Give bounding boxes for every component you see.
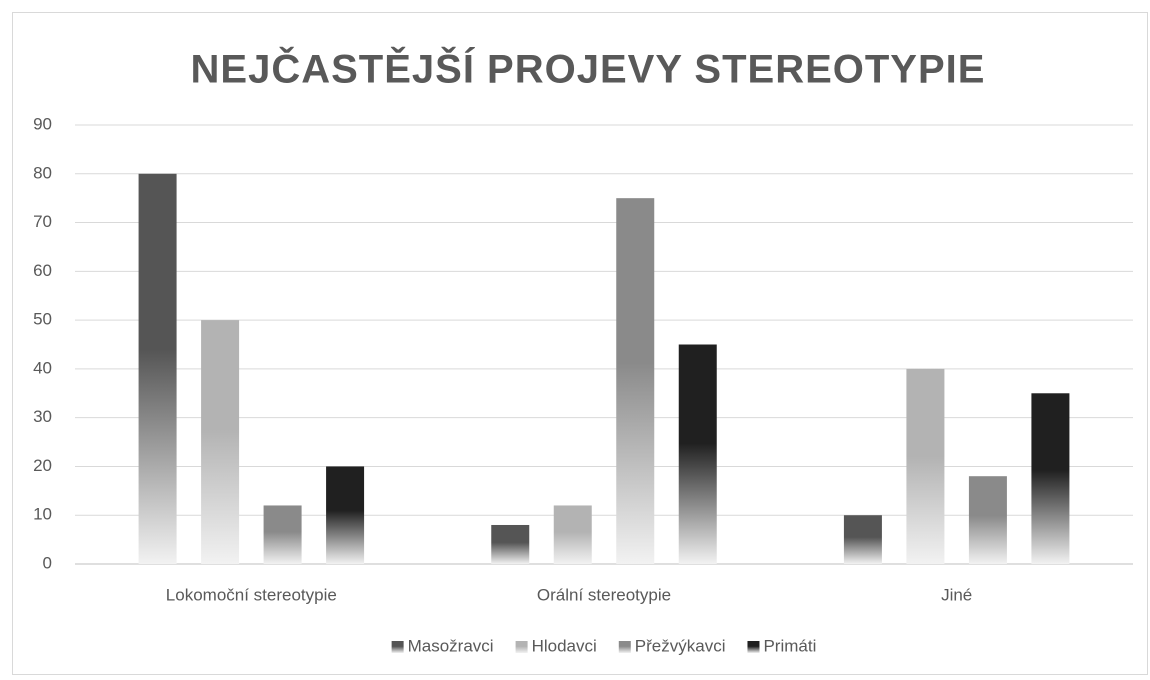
y-tick-label: 70 [33, 212, 52, 231]
y-tick-label: 90 [33, 114, 52, 133]
y-tick-label: 60 [33, 261, 52, 280]
bar [201, 320, 240, 564]
legend-swatch [618, 641, 631, 653]
bar [138, 173, 177, 564]
x-tick-label: Lokomoční stereotypie [166, 585, 337, 604]
bar [678, 344, 717, 564]
chart-title: NEJČASTĚJŠÍ PROJEVY STEREOTYPIE [191, 46, 986, 92]
y-tick-label: 40 [33, 358, 52, 377]
y-tick-label: 0 [43, 553, 52, 572]
y-tick-label: 30 [33, 407, 52, 426]
chart-border [12, 12, 1148, 675]
x-tick-label: Jiné [941, 585, 972, 604]
bar [843, 515, 882, 564]
bar [906, 368, 945, 564]
legend-label: Primáti [763, 636, 816, 655]
bar [1031, 393, 1070, 564]
y-tick-label: 20 [33, 456, 52, 475]
legend-swatch [747, 641, 760, 653]
y-tick-label: 80 [33, 163, 52, 182]
bar [263, 505, 302, 564]
bar [553, 505, 592, 564]
y-tick-label: 50 [33, 310, 52, 329]
legend-swatch [391, 641, 404, 653]
legend-swatch [515, 641, 528, 653]
legend-label: Přežvýkavci [635, 636, 726, 655]
y-tick-label: 10 [33, 505, 52, 524]
legend-label: Hlodavci [532, 636, 597, 655]
bar [326, 466, 365, 564]
bar [616, 198, 655, 564]
legend-label: Masožravci [408, 636, 494, 655]
bar [968, 476, 1007, 564]
bar [491, 524, 530, 564]
x-tick-label: Orální stereotypie [537, 585, 671, 604]
